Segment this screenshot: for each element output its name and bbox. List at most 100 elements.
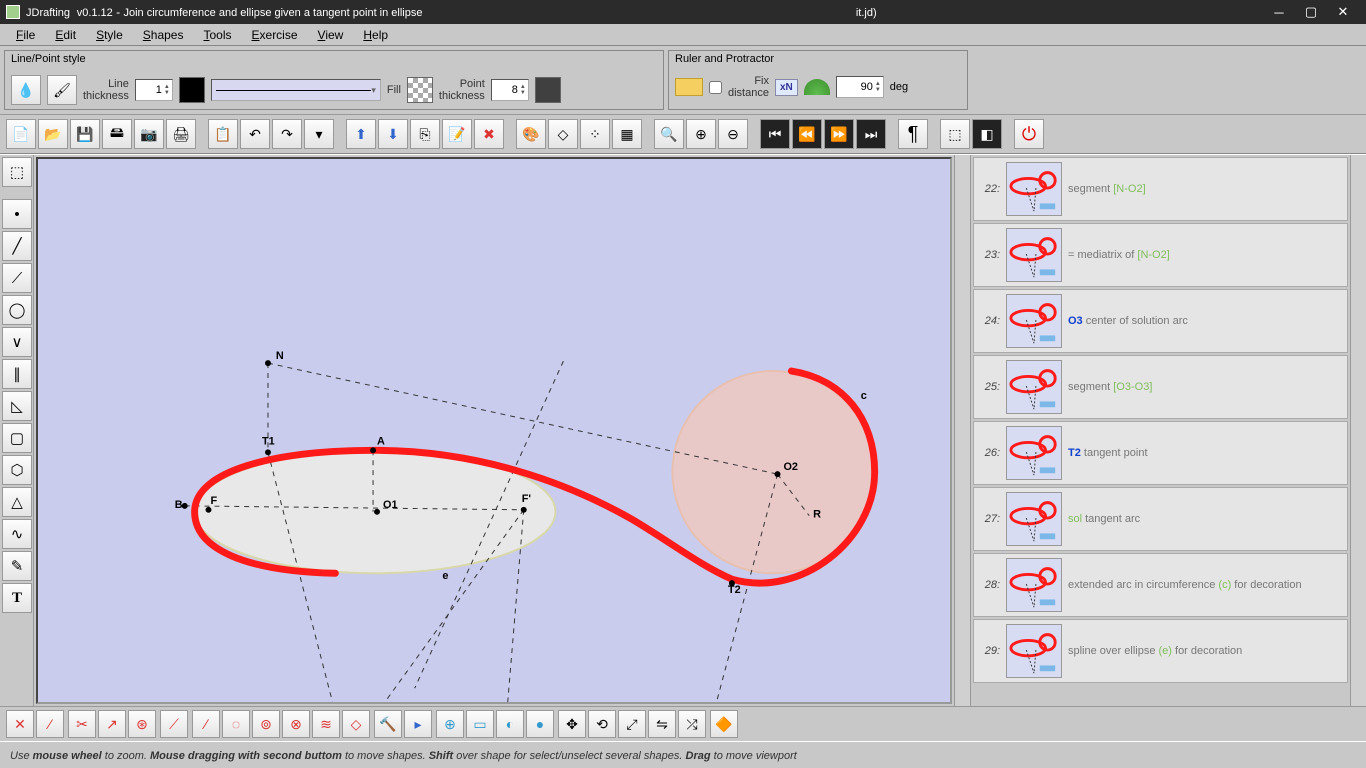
zoom-in-icon[interactable]: 🔍 bbox=[654, 119, 684, 149]
protractor-icon[interactable] bbox=[804, 79, 830, 95]
step-item[interactable]: 25:segment [O3-O3] bbox=[973, 355, 1348, 419]
btool-11[interactable]: ≋ bbox=[312, 710, 340, 738]
btool-3[interactable]: ✂ bbox=[68, 710, 96, 738]
xn-button[interactable]: xN bbox=[775, 79, 798, 96]
btool-2[interactable]: ⁄ bbox=[36, 710, 64, 738]
step-item[interactable]: 28:extended arc in circumference (c) for… bbox=[973, 553, 1348, 617]
point-thickness-input[interactable]: 8▲▼ bbox=[491, 79, 529, 101]
menu-edit[interactable]: Edit bbox=[47, 26, 84, 44]
tool-parallel[interactable]: ∥ bbox=[2, 359, 32, 389]
dropdown-icon[interactable]: ▾ bbox=[304, 119, 334, 149]
step-item[interactable]: 23:= mediatrix of [N-O2] bbox=[973, 223, 1348, 287]
up-icon[interactable]: ⬆ bbox=[346, 119, 376, 149]
redo-icon[interactable]: ↷ bbox=[272, 119, 302, 149]
menu-file[interactable]: File bbox=[8, 26, 43, 44]
delete-icon[interactable]: ✖ bbox=[474, 119, 504, 149]
menu-exercise[interactable]: Exercise bbox=[244, 26, 306, 44]
menu-shapes[interactable]: Shapes bbox=[135, 26, 192, 44]
print-icon[interactable]: 🖨 bbox=[166, 119, 196, 149]
btool-12[interactable]: ◇ bbox=[342, 710, 370, 738]
menu-view[interactable]: View bbox=[310, 26, 352, 44]
fill-swatch[interactable] bbox=[407, 77, 433, 103]
copy-icon[interactable]: ⎘ bbox=[410, 119, 440, 149]
steps-scrollbar[interactable] bbox=[1350, 155, 1366, 706]
tool-polygon[interactable]: ⬡ bbox=[2, 455, 32, 485]
new-icon[interactable]: 📄 bbox=[6, 119, 36, 149]
canvas[interactable]: NT1ABFO1F'eO2RcT2 bbox=[36, 157, 952, 704]
btool-flip[interactable]: ⤮ bbox=[678, 710, 706, 738]
btool-scale[interactable]: ⤢ bbox=[618, 710, 646, 738]
tool-select[interactable]: ⬚ bbox=[2, 157, 32, 187]
tool-triangle2[interactable]: △ bbox=[2, 487, 32, 517]
btool-10[interactable]: ⊗ bbox=[282, 710, 310, 738]
grid-icon[interactable]: ▦ bbox=[612, 119, 642, 149]
contrast-icon[interactable]: ◧ bbox=[972, 119, 1002, 149]
btool-13[interactable]: 🔨 bbox=[374, 710, 402, 738]
undo-icon[interactable]: ↶ bbox=[240, 119, 270, 149]
ruler-icon[interactable] bbox=[675, 78, 703, 96]
btool-9[interactable]: ⊚ bbox=[252, 710, 280, 738]
maximize-button[interactable]: ▢ bbox=[1304, 5, 1318, 19]
line-color-swatch[interactable] bbox=[179, 77, 205, 103]
point-color-swatch[interactable] bbox=[535, 77, 561, 103]
tool-spline[interactable]: ∿ bbox=[2, 519, 32, 549]
step-item[interactable]: 22:segment [N-O2] bbox=[973, 157, 1348, 221]
color-picker-icon[interactable]: 🎨 bbox=[516, 119, 546, 149]
btool-14[interactable]: ▸ bbox=[404, 710, 432, 738]
dots-icon[interactable]: ⁘ bbox=[580, 119, 610, 149]
btool-16[interactable]: ▭ bbox=[466, 710, 494, 738]
zoom-fit-icon[interactable]: ⊕ bbox=[686, 119, 716, 149]
tool-text[interactable]: T bbox=[2, 583, 32, 613]
zoom-out-icon[interactable]: ⊖ bbox=[718, 119, 748, 149]
save-as-icon[interactable]: 🖴 bbox=[102, 119, 132, 149]
btool-move[interactable]: ✥ bbox=[558, 710, 586, 738]
tool-arc[interactable]: ⟋ bbox=[2, 263, 32, 293]
btool-15[interactable]: ⊕ bbox=[436, 710, 464, 738]
minimize-button[interactable]: ─ bbox=[1272, 5, 1286, 19]
line-style-select[interactable]: ▾ bbox=[211, 79, 381, 101]
tool-angle[interactable]: ∨ bbox=[2, 327, 32, 357]
btool-5[interactable]: ⊛ bbox=[128, 710, 156, 738]
step-item[interactable]: 24:O3 center of solution arc bbox=[973, 289, 1348, 353]
diamond-icon[interactable]: ◇ bbox=[548, 119, 578, 149]
pilcrow-icon[interactable]: ¶ bbox=[898, 119, 928, 149]
btool-17[interactable]: ◐ bbox=[496, 710, 524, 738]
btool-18[interactable]: ● bbox=[526, 710, 554, 738]
btool-6[interactable]: ⟋ bbox=[160, 710, 188, 738]
line-thickness-input[interactable]: 1▲▼ bbox=[135, 79, 173, 101]
first-icon[interactable]: ⏮ bbox=[760, 119, 790, 149]
note-icon[interactable]: 📝 bbox=[442, 119, 472, 149]
menu-style[interactable]: Style bbox=[88, 26, 131, 44]
btool-rotate[interactable]: ⟲ bbox=[588, 710, 616, 738]
fix-distance-checkbox[interactable] bbox=[709, 81, 722, 94]
next-icon[interactable]: ⏩ bbox=[824, 119, 854, 149]
tool-circle[interactable]: ◯ bbox=[2, 295, 32, 325]
step-item[interactable]: 27:sol tangent arc bbox=[973, 487, 1348, 551]
tool-line[interactable]: ╱ bbox=[2, 231, 32, 261]
btool-paint[interactable]: 🔶 bbox=[710, 710, 738, 738]
tool-rect[interactable]: ▢ bbox=[2, 423, 32, 453]
eyedropper-icon[interactable]: 💧 bbox=[11, 75, 41, 105]
last-icon[interactable]: ⏭ bbox=[856, 119, 886, 149]
btool-4[interactable]: ↗ bbox=[98, 710, 126, 738]
canvas-scrollbar[interactable] bbox=[954, 155, 970, 706]
save-icon[interactable]: 💾 bbox=[70, 119, 100, 149]
menu-tools[interactable]: Tools bbox=[195, 26, 239, 44]
tool-point[interactable]: • bbox=[2, 199, 32, 229]
step-item[interactable]: 29:spline over ellipse (e) for decoratio… bbox=[973, 619, 1348, 683]
btool-8[interactable]: ◌ bbox=[222, 710, 250, 738]
down-icon[interactable]: ⬇ bbox=[378, 119, 408, 149]
btool-7[interactable]: ∕ bbox=[192, 710, 220, 738]
btool-mirror[interactable]: ⇋ bbox=[648, 710, 676, 738]
camera-icon[interactable]: 📷 bbox=[134, 119, 164, 149]
select-all-icon[interactable]: ⬚ bbox=[940, 119, 970, 149]
tool-pencil[interactable]: ✎ bbox=[2, 551, 32, 581]
prev-icon[interactable]: ⏪ bbox=[792, 119, 822, 149]
tool-triangle[interactable]: ◺ bbox=[2, 391, 32, 421]
close-button[interactable]: ✕ bbox=[1336, 5, 1350, 19]
paste-icon[interactable]: 📋 bbox=[208, 119, 238, 149]
menu-help[interactable]: Help bbox=[355, 26, 396, 44]
power-icon[interactable]: ⏻ bbox=[1014, 119, 1044, 149]
btool-1[interactable]: ✕ bbox=[6, 710, 34, 738]
open-icon[interactable]: 📂 bbox=[38, 119, 68, 149]
